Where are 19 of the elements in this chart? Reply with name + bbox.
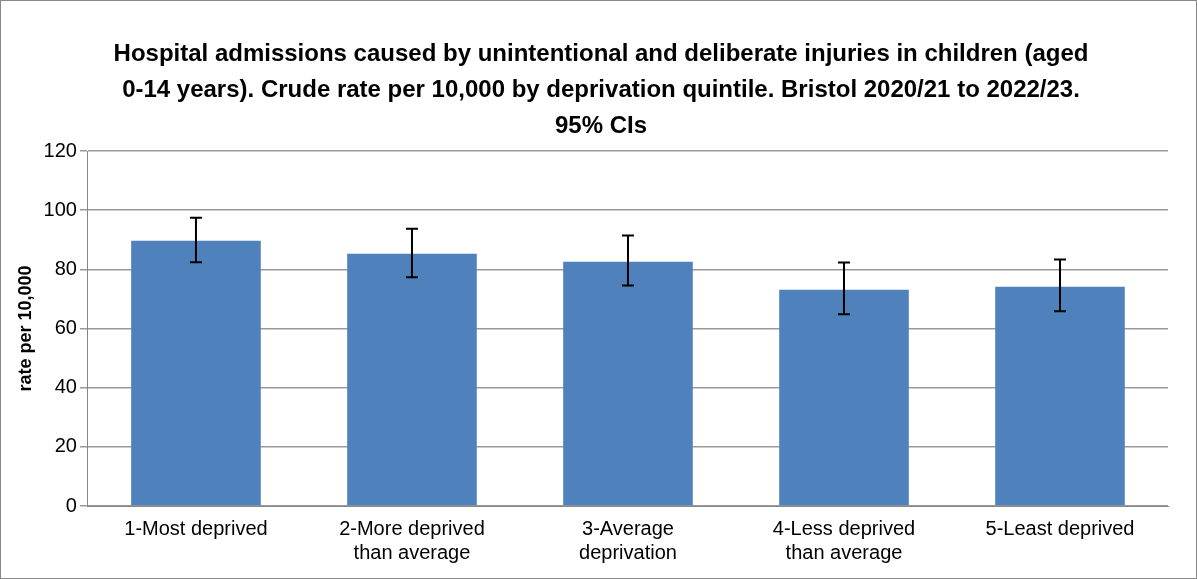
bar <box>995 286 1125 506</box>
bar <box>131 240 261 506</box>
y-tick-label: 0 <box>65 493 77 516</box>
y-tick-label: 40 <box>54 375 77 398</box>
chart-title: Hospital admissions caused by unintentional and deliberate injuries in children (aged 0-14 years). Crude rate per 10,000 by deprivation quintile. Bristol 2020/21 to 2022/23. 95% CIs <box>112 38 1090 140</box>
x-tick-label: 4-Less deprived than average <box>772 516 916 563</box>
x-tick-label: 3-Average deprivation <box>579 516 677 563</box>
y-tick-label: 60 <box>54 316 77 339</box>
bar <box>347 253 477 506</box>
bar <box>563 261 693 506</box>
x-tick-label: 1-Most deprived <box>124 516 268 539</box>
y-axis-title: rate per 10,000 <box>14 265 35 392</box>
bar <box>779 289 909 506</box>
x-tick-label: 5-Least deprived <box>985 516 1135 539</box>
y-tick-label: 100 <box>43 197 77 220</box>
x-tick-label: 2-More deprived than average <box>339 516 485 563</box>
y-tick-label: 120 <box>43 138 77 161</box>
y-tick-label: 80 <box>54 256 77 279</box>
y-tick-label: 20 <box>54 434 77 457</box>
